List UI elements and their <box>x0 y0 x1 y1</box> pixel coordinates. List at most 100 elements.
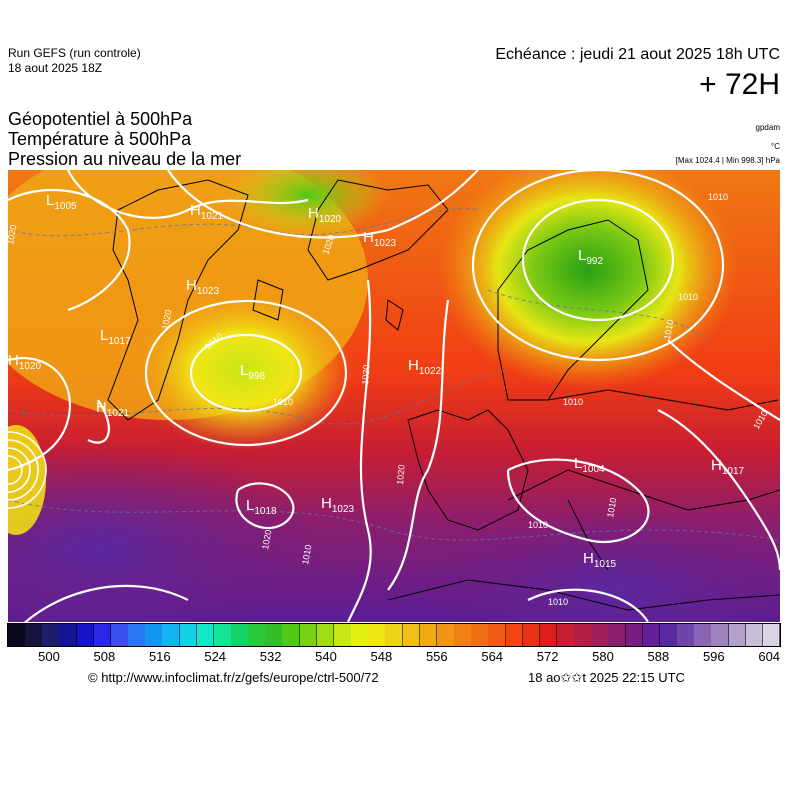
colorbar-cell <box>522 624 541 646</box>
echeance-label: Echéance : jeudi 21 aout 2025 18h UTC <box>495 46 780 63</box>
pressure-center-high: H1020 <box>8 352 42 372</box>
colorbar-cell <box>402 624 421 646</box>
colorbar-cell <box>128 624 146 646</box>
colorbar-cell <box>248 624 266 646</box>
isobar-label: 1010 <box>528 520 548 530</box>
colorbar-cell <box>25 624 43 646</box>
weather-map: L1005 H1021 H1020 H1023 H1023 L1017 H1020 L998 H… <box>8 170 780 622</box>
colorbar-cell <box>76 624 95 646</box>
colorbar-cell <box>454 624 472 646</box>
isobar-label: 1010 <box>548 597 568 607</box>
colorbar-cell <box>608 624 627 646</box>
colorbar-cell <box>265 624 283 646</box>
colorbar-tick-label: 532 <box>259 649 282 664</box>
colorbar-tick-label: 500 <box>38 649 60 664</box>
colorbar-cell <box>333 624 352 646</box>
unit-celsius: °C <box>771 142 780 151</box>
isobar-label: 1020 <box>360 364 372 385</box>
colorbar-cell <box>625 624 644 646</box>
isobars <box>8 170 780 622</box>
isobar-label: 1010 <box>563 397 583 407</box>
pressure-center-high: H1022 <box>408 357 442 377</box>
colorbar-tick-label: 540 <box>315 649 337 664</box>
isobar-label: 1020 <box>160 309 173 330</box>
colorbar-tick-label: 508 <box>93 649 116 664</box>
colorbar-tick-label: 524 <box>204 649 227 664</box>
colorbar-cell <box>659 624 678 646</box>
colorbar-cell <box>162 624 181 646</box>
colorbar-tick-label: 580 <box>592 649 614 664</box>
colorbar-cell <box>93 624 112 646</box>
isobar-label: 1010 <box>662 319 675 340</box>
colorbar-cell <box>299 624 318 646</box>
pressure-center-high: H1023 <box>363 229 397 249</box>
colorbar-cell <box>42 624 60 646</box>
unit-pressure-range: [Max 1024.4 | Min 998.3] hPa <box>675 156 780 165</box>
colorbar-cell <box>488 624 506 646</box>
colorbar-cell <box>556 624 575 646</box>
colorbar-cell <box>213 624 232 646</box>
colorbar-cell <box>539 624 558 646</box>
colorbar-cell <box>471 624 489 646</box>
isobar-label: 1010 <box>708 192 728 202</box>
pressure-center-high: H1021 <box>96 399 130 419</box>
colorbar-cell <box>231 624 249 646</box>
colorbar-cell <box>642 624 661 646</box>
pressure-center-low: L998 <box>240 362 265 382</box>
title-geopotential: Géopotentiel à 500hPa <box>8 109 193 129</box>
colorbar-tick-label: 596 <box>702 649 725 664</box>
colorbar-cell <box>145 624 163 646</box>
title-temperature: Température à 500hPa <box>8 129 192 149</box>
title-pressure: Pression au niveau de la mer <box>8 149 242 169</box>
colorbar-cell <box>110 624 129 646</box>
pressure-center-low: L1004 <box>574 455 605 475</box>
colorbar-tick-label: 604 <box>758 649 781 664</box>
colorbar-cell <box>351 624 369 646</box>
colorbar-cell <box>591 624 609 646</box>
colorbar-tick-label: 556 <box>425 649 448 664</box>
pressure-center-high: H1020 <box>308 205 342 225</box>
generation-stamp: 18 ao✩✩t 2025 22:15 UTC <box>528 670 685 685</box>
isobar-label: 1020 <box>260 529 273 550</box>
colorbar <box>7 623 781 647</box>
isobar-label: 1010 <box>605 497 618 518</box>
coastlines <box>107 179 780 611</box>
colorbar-cell <box>574 624 592 646</box>
pressure-center-high: H1015 <box>583 550 617 570</box>
colorbar-tick-label: 548 <box>370 649 393 664</box>
run-date: 18 aout 2025 18Z <box>8 61 103 75</box>
isobar-label: 1020 <box>8 224 18 245</box>
colorbar-tick-label: 572 <box>536 649 559 664</box>
colorbar-cell <box>436 624 455 646</box>
pressure-center-low: L992 <box>578 247 603 267</box>
run-label: Run GEFS (run controle) <box>8 46 141 60</box>
colorbar-cell <box>282 624 301 646</box>
colorbar-cell <box>59 624 78 646</box>
colorbar-cell <box>196 624 215 646</box>
pressure-center-low: L1005 <box>46 192 77 212</box>
colorbar-cell <box>745 624 764 646</box>
isobar-label: 1010 <box>300 544 313 565</box>
isobar-label: 1020 <box>395 464 407 485</box>
deep-low-west <box>8 431 47 509</box>
isobar-label: 1010 <box>678 292 698 302</box>
forecast-hour: + 72H <box>699 68 780 101</box>
colorbar-tick-label: 564 <box>481 649 504 664</box>
colorbar-cell <box>419 624 438 646</box>
source-url[interactable]: © http://www.infoclimat.fr/z/gefs/europe… <box>88 670 379 685</box>
colorbar-cell <box>179 624 198 646</box>
pressure-center-low: L1017 <box>100 327 131 347</box>
isobar-label: 1010 <box>273 397 293 407</box>
pressure-center-high: H1023 <box>321 495 355 515</box>
colorbar-cell <box>677 624 695 646</box>
pressure-center-low: L1018 <box>246 497 277 517</box>
colorbar-tick-label: 516 <box>148 649 171 664</box>
colorbar-cell <box>505 624 524 646</box>
colorbar-cell <box>368 624 386 646</box>
pressure-center-high: H1017 <box>711 457 745 477</box>
unit-gpdam: gpdam <box>755 123 780 132</box>
cold-pool-atlantic <box>133 290 353 450</box>
colorbar-cell <box>385 624 404 646</box>
colorbar-cell <box>694 624 712 646</box>
colorbar-cell <box>728 624 747 646</box>
